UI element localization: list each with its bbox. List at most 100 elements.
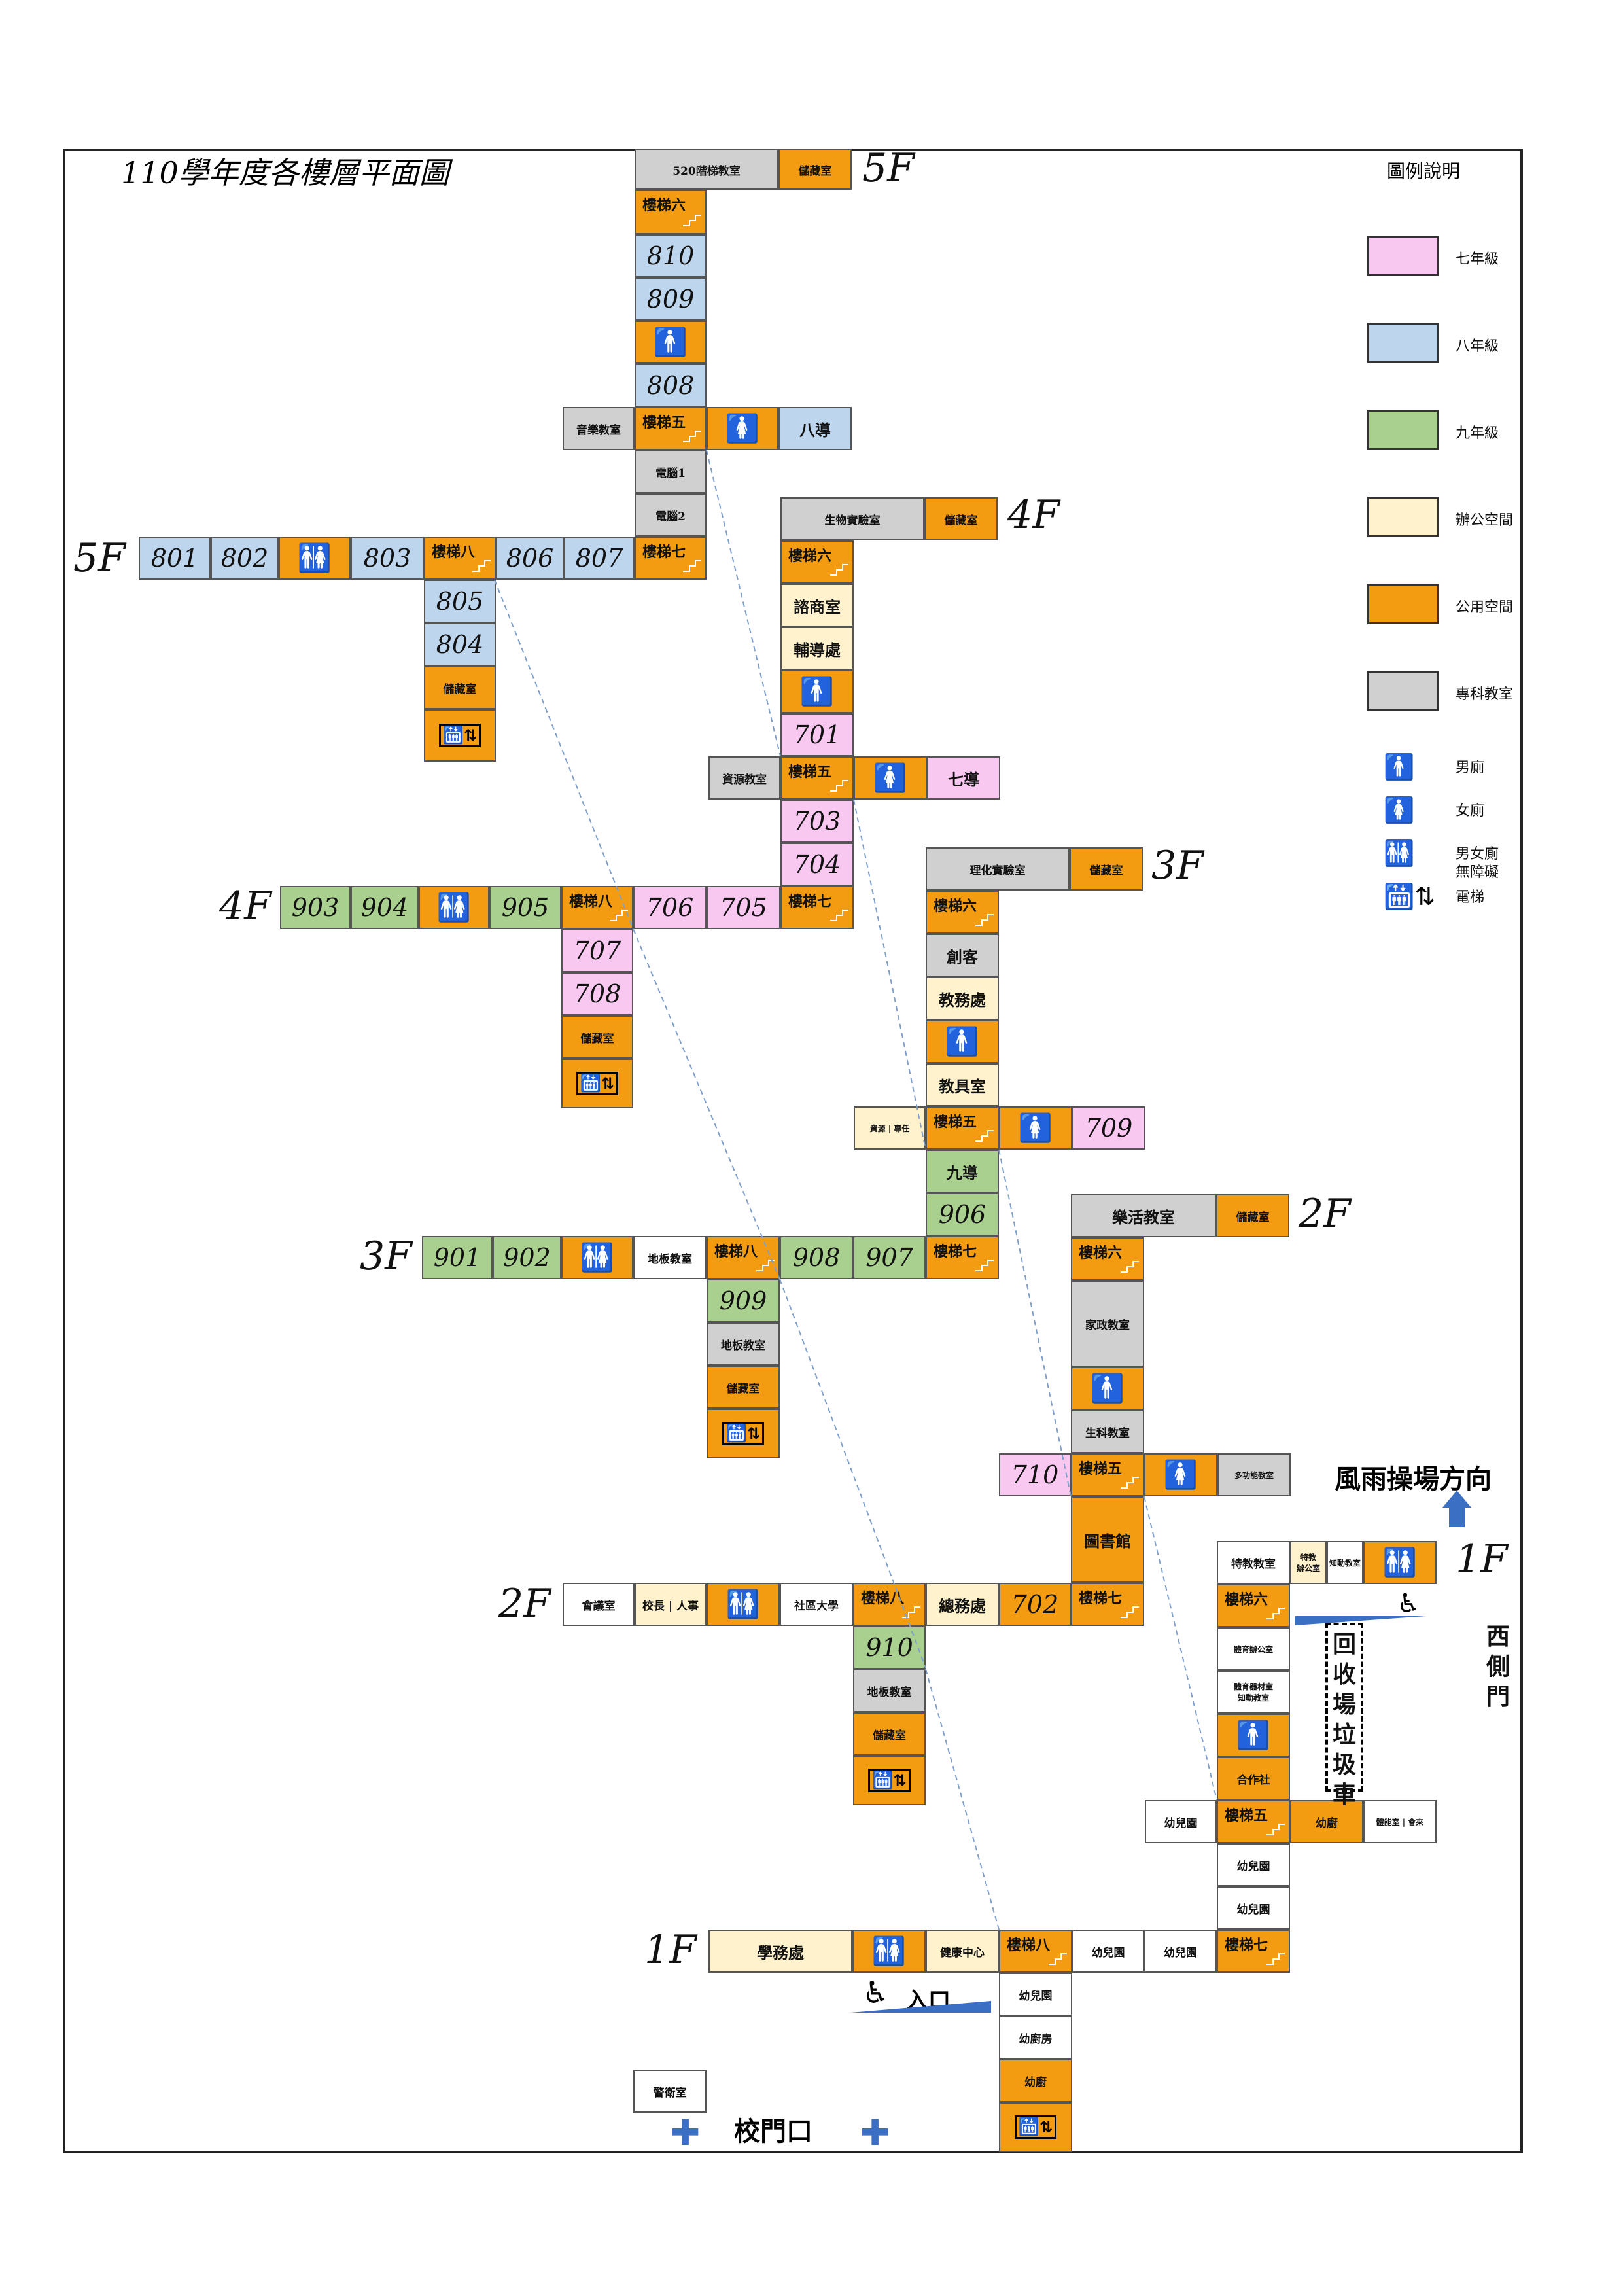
stair-label: 樓梯八 xyxy=(1007,1937,1051,1954)
room-kinder: 幼兒園 xyxy=(1217,1843,1290,1886)
rain-playground-direction: 風雨操場方向 xyxy=(1335,1464,1492,1494)
room-storage: 儲藏室 xyxy=(707,1366,780,1409)
room-health: 健康中心 xyxy=(926,1930,999,1973)
ramp-1f xyxy=(1295,1616,1426,1625)
classroom-903: 903 xyxy=(280,886,351,929)
room-studies: 學務處 xyxy=(708,1930,852,1973)
room-number: 805 xyxy=(436,587,484,616)
stair-label: 樓梯七 xyxy=(788,893,832,910)
accessible-restroom-icon: 🚻 xyxy=(1382,1546,1418,1578)
classroom-805: 805 xyxy=(424,580,496,623)
stair-s8: 樓梯八 xyxy=(707,1236,780,1279)
room-guidance: 輔導處 xyxy=(780,627,854,670)
room-label: 八導 xyxy=(799,420,831,440)
room-number: 707 xyxy=(573,936,621,965)
room-number: 703 xyxy=(793,807,841,836)
classroom-706: 706 xyxy=(633,886,707,929)
stair-label: 樓梯八 xyxy=(569,893,613,910)
classroom-804: 804 xyxy=(424,623,496,666)
classroom-808: 808 xyxy=(635,364,707,407)
stair-s8: 樓梯八 xyxy=(853,1583,926,1626)
stair-s5: 樓梯五 xyxy=(1217,1800,1290,1843)
room-number: 706 xyxy=(646,893,694,922)
room-label: 資源教室 xyxy=(722,773,767,786)
male-restroom-icon: 🚹 xyxy=(1090,1372,1125,1404)
room-number: 807 xyxy=(575,544,623,573)
room-multi: 多功能教室 xyxy=(1217,1453,1291,1496)
female-restroom-icon: 🚺 xyxy=(707,407,778,450)
room-number: 907 xyxy=(865,1243,913,1272)
room-counsel: 諮商室 xyxy=(780,584,854,627)
classroom-702: 702 xyxy=(999,1583,1071,1626)
room-number: 808 xyxy=(646,371,695,400)
female-restroom-icon: 🚺 xyxy=(999,1106,1072,1150)
room-label: 地板教室 xyxy=(721,1339,765,1352)
stair-s8: 樓梯八 xyxy=(424,537,496,580)
room-label: 九導 xyxy=(947,1163,978,1182)
legend-label: 七年級 xyxy=(1456,251,1499,268)
classroom-906: 906 xyxy=(926,1193,999,1236)
room-kitchen_k: 幼廚 xyxy=(1290,1800,1363,1843)
stair-label: 樓梯五 xyxy=(642,414,686,431)
room-label: 體育辦公室 xyxy=(1233,1644,1273,1654)
room-label: 樂活教室 xyxy=(1112,1207,1175,1227)
room-storage: 儲藏室 xyxy=(924,497,998,540)
stair-label: 樓梯七 xyxy=(934,1243,977,1260)
accessible-restroom-icon: 🚻 xyxy=(707,1583,780,1626)
room-floorclass: 地板教室 xyxy=(633,1236,707,1279)
classroom-708: 708 xyxy=(561,972,633,1016)
classroom-709: 709 xyxy=(1072,1106,1145,1150)
stair-label: 樓梯五 xyxy=(934,1114,977,1131)
room-floorclass: 地板教室 xyxy=(853,1669,926,1712)
accessible-restroom-icon: 🚻 xyxy=(297,542,332,574)
room-label: 電腦1 xyxy=(655,467,686,480)
accessible-restroom-icon: 🚻 xyxy=(561,1236,633,1279)
stair-label: 樓梯七 xyxy=(642,544,686,561)
room-number: 906 xyxy=(938,1200,986,1229)
legend-icon-label: 男廁 xyxy=(1456,760,1485,776)
elevator: 🛗⇅ xyxy=(561,1059,633,1108)
female-restroom-icon: 🚺 xyxy=(873,762,908,794)
legend-label: 九年級 xyxy=(1456,425,1499,442)
accessible-restroom-icon: 🚻 xyxy=(1363,1541,1437,1584)
plus-icon-left: ✚ xyxy=(671,2112,701,2153)
room-label: 幼兒園 xyxy=(1236,1903,1270,1916)
room-label: 體育器材室 知動教室 xyxy=(1233,1682,1273,1703)
school-gate-label: 校門口 xyxy=(734,2116,812,2147)
male-restroom-icon: 🚹 xyxy=(635,321,707,364)
stair-s5: 樓梯五 xyxy=(780,756,854,800)
legend-swatch xyxy=(1367,584,1439,624)
room-label: 儲藏室 xyxy=(580,1032,614,1046)
legend-icon-label: 女廁 xyxy=(1456,803,1485,819)
room-number: 705 xyxy=(720,893,767,922)
female-restroom-icon: 🚺 xyxy=(725,412,760,444)
classroom-705: 705 xyxy=(707,886,780,929)
legend-swatch xyxy=(1367,671,1439,711)
room-number: 704 xyxy=(793,850,841,879)
room-label: 幼廚房 xyxy=(1019,2032,1053,2046)
female-restroom-icon: 🚺 xyxy=(1163,1458,1198,1491)
classroom-810: 810 xyxy=(635,234,707,277)
male-restroom-icon: 🚹 xyxy=(926,1020,999,1063)
classroom-901: 901 xyxy=(422,1236,493,1279)
stair-label: 樓梯六 xyxy=(788,548,832,565)
room-storage: 儲藏室 xyxy=(424,666,496,709)
room-label: 幼廚 xyxy=(1316,1816,1338,1830)
room-r520: 520階梯教室 xyxy=(635,149,778,190)
recycle-label: 回收場垃圾車 xyxy=(1332,1631,1356,1809)
room-number: 910 xyxy=(865,1633,913,1662)
elevator-icon: 🛗⇅ xyxy=(1014,2115,1057,2139)
room-number: 901 xyxy=(433,1243,481,1272)
classroom-801: 801 xyxy=(139,537,211,580)
accessible-restroom-icon: 🚻 xyxy=(436,891,472,923)
classroom-806: 806 xyxy=(496,537,564,580)
classroom-809: 809 xyxy=(635,277,707,321)
room-guard: 警衛室 xyxy=(633,2070,707,2113)
classroom-910: 910 xyxy=(853,1626,926,1669)
stair-s7: 樓梯七 xyxy=(1071,1583,1144,1626)
stair-label: 樓梯七 xyxy=(1225,1937,1268,1954)
room-homeec: 家政教室 xyxy=(1071,1280,1144,1367)
room-label: 諮商室 xyxy=(794,597,841,616)
room-physlab: 理化實驗室 xyxy=(926,847,1070,891)
